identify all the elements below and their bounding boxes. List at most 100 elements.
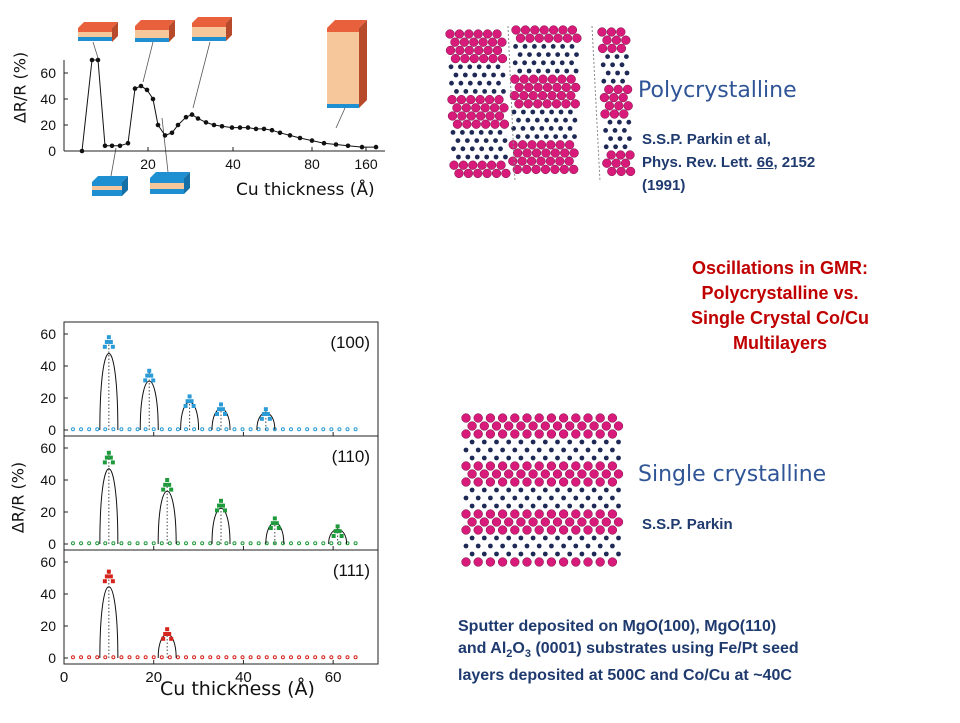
- single-magenta-atom: [583, 557, 593, 567]
- panel-peak-point: [102, 579, 107, 584]
- panel-baseline-point: [337, 427, 342, 432]
- panel-baseline-point: [256, 541, 261, 546]
- panel-baseline-point: [200, 541, 205, 546]
- poly-grain-2-magenta-atom: [613, 84, 623, 95]
- panel-baseline-point: [321, 427, 326, 432]
- poly-grain-0-magenta-atom: [463, 168, 474, 179]
- single-navy-atom: [494, 535, 499, 541]
- poly-grain-2-navy-atom: [612, 128, 618, 133]
- panel-ytick-label: 60: [40, 440, 56, 456]
- panel-peak-point: [106, 335, 111, 340]
- poly-grain-1-magenta-atom: [561, 82, 571, 93]
- panel-baseline-point: [200, 427, 205, 432]
- panel-ytick-label: 0: [48, 422, 56, 438]
- single-navy-atom: [475, 543, 481, 549]
- panel-peak-point: [263, 407, 268, 412]
- single-navy-atom: [512, 447, 518, 453]
- panel-peak-point: [106, 450, 111, 455]
- top-data-point: [309, 138, 315, 143]
- poly-grain-0-magenta-atom: [466, 111, 476, 121]
- poly-grain-1-magenta-atom: [539, 25, 549, 35]
- poly-grain-2-navy-atom: [605, 54, 610, 59]
- poly-grain-1-navy-atom: [573, 68, 579, 74]
- panel-baseline-point: [272, 541, 277, 546]
- poly-grain-0-magenta-atom: [474, 45, 484, 56]
- single-navy-atom: [512, 495, 518, 501]
- panel-peak-point: [215, 508, 219, 513]
- single-navy-atom: [481, 535, 487, 541]
- single-navy-atom: [567, 487, 573, 493]
- poly-grain-0-magenta-atom: [486, 160, 497, 170]
- single-navy-atom: [524, 495, 530, 501]
- poly-grain-1-magenta-atom: [536, 156, 546, 166]
- polycrystalline-lattice-svg: [445, 25, 636, 183]
- poly-grain-0-navy-atom: [467, 64, 473, 70]
- single-magenta-atom: [528, 517, 538, 527]
- poly-grain-1-navy-atom: [515, 134, 521, 139]
- single-magenta-atom: [577, 517, 587, 527]
- poly-grain-0-magenta-atom: [497, 53, 508, 64]
- panel-peak-point: [143, 378, 148, 383]
- top-data-point: [132, 86, 138, 91]
- panel-peak-point: [169, 636, 174, 641]
- panel-peak-curve: [139, 380, 159, 431]
- poly-grain-1-magenta-atom: [513, 148, 523, 158]
- cite-line-3: (1991): [642, 177, 686, 194]
- single-magenta-atom: [546, 477, 557, 487]
- poly-grain-0-magenta-atom: [458, 160, 469, 170]
- single-navy-atom: [603, 487, 609, 493]
- panel-baseline-point: [264, 655, 269, 660]
- single-magenta-atom: [461, 477, 471, 487]
- poly-grain-1-navy-atom: [545, 52, 551, 57]
- panel-peak-point: [221, 407, 225, 412]
- poly-grain-0-magenta-atom: [485, 111, 495, 121]
- single-magenta-atom: [528, 421, 538, 431]
- poly-grain-0-navy-atom: [476, 64, 482, 70]
- single-navy-atom: [524, 447, 530, 453]
- single-navy-atom: [481, 503, 487, 509]
- top-data-point: [277, 130, 283, 136]
- poly-grain-2-magenta-atom: [609, 92, 619, 103]
- panel-peak-point: [274, 521, 279, 526]
- top-data-point: [359, 144, 365, 150]
- panel-baseline-point: [119, 541, 124, 546]
- panel-baseline-point: [95, 655, 100, 660]
- panel-baseline-point: [87, 427, 92, 432]
- single-navy-atom: [591, 439, 597, 445]
- single-navy-atom: [585, 495, 591, 501]
- panel-baseline-point: [280, 541, 285, 546]
- poly-grain-0-magenta-atom: [492, 45, 503, 56]
- cite-line-1: S.S.P. Parkin et al,: [642, 131, 771, 148]
- single-navy-atom: [591, 487, 597, 493]
- single-magenta-atom: [607, 557, 618, 567]
- single-navy-atom: [469, 551, 475, 557]
- single-magenta-atom: [497, 429, 508, 439]
- stack-icon-3: [192, 17, 232, 41]
- poly-grain-1-magenta-atom: [517, 156, 527, 166]
- poly-grain-0-magenta-atom: [499, 119, 510, 129]
- panel-baseline-point: [224, 427, 229, 432]
- single-magenta-atom: [473, 461, 483, 471]
- poly-grain-0-navy-atom: [464, 138, 470, 143]
- poly-grain-0-magenta-atom: [494, 94, 504, 105]
- note-al: and Al: [458, 640, 507, 657]
- poly-grain-1-magenta-atom: [542, 82, 553, 93]
- single-navy-atom: [469, 503, 475, 509]
- single-navy-atom: [561, 543, 566, 549]
- single-magenta-atom: [552, 517, 563, 527]
- panel-peak-curve: [157, 491, 177, 545]
- poly-grain-0-magenta-atom: [484, 94, 495, 105]
- cite-journal: Phys. Rev. Lett.: [642, 154, 757, 171]
- poly-grain-2-navy-atom: [605, 70, 611, 76]
- poly-grain-1-magenta-atom: [523, 99, 533, 109]
- poly-grain-1-navy-atom: [517, 52, 523, 57]
- panel-baseline-point: [167, 427, 172, 432]
- single-magenta-atom: [558, 557, 569, 567]
- poly-grain-0-navy-atom: [496, 80, 501, 86]
- panel-ytick-label: 40: [40, 358, 56, 374]
- panel-baseline-point: [337, 541, 342, 546]
- poly-grain-2-magenta-atom: [607, 166, 617, 177]
- poly-grain-0-navy-atom: [469, 146, 475, 152]
- stack-icon-tall: [327, 20, 367, 108]
- top-chart-ylabel: ΔR/R (%): [10, 51, 30, 124]
